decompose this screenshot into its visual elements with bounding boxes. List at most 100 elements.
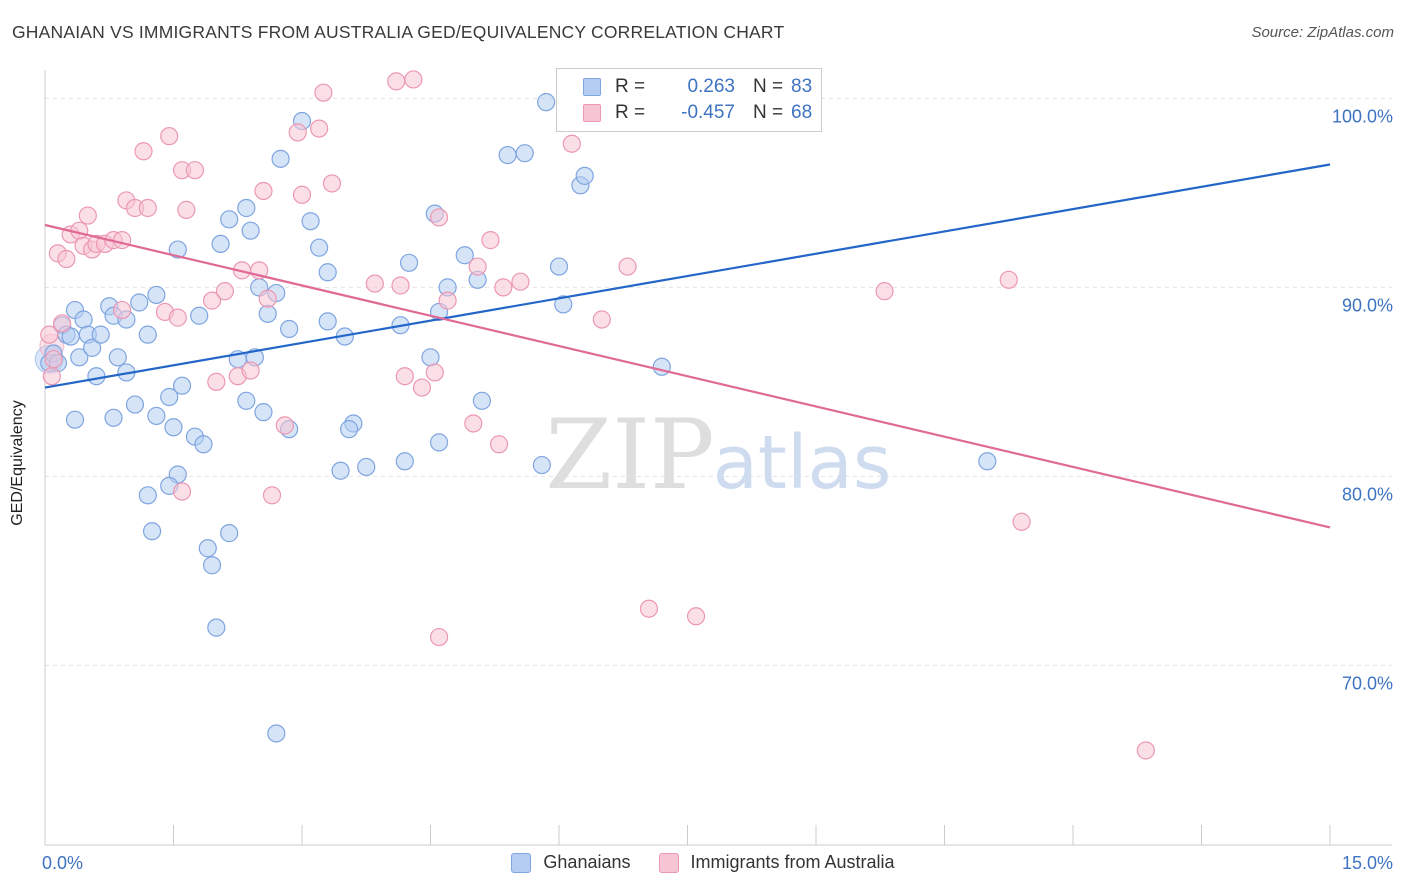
legend-n-value: 68	[791, 102, 813, 123]
ghanaian-point	[652, 357, 671, 376]
ghanaian-point	[172, 376, 192, 395]
ghanaian-point	[138, 325, 157, 344]
ghanaian-point	[267, 724, 286, 743]
australia-point	[511, 272, 530, 291]
ghanaian-point	[104, 408, 123, 427]
ghanaian-point	[130, 293, 149, 312]
ghanaian-point	[190, 306, 209, 325]
tick-labels: 100.0% 90.0% 80.0% 70.0% 0.0% 15.0%	[42, 106, 1393, 873]
australia-point	[168, 308, 187, 327]
australia-point	[494, 278, 513, 297]
australia-point	[322, 174, 342, 193]
ghanaian-point	[455, 246, 474, 265]
australia-point	[53, 314, 72, 333]
ghanaian-point	[280, 319, 299, 339]
australia-point	[468, 257, 487, 276]
ghanaian-point	[168, 240, 187, 259]
legend-swatch-pink	[658, 852, 679, 873]
australia-point	[429, 208, 449, 227]
australia-point	[288, 123, 307, 142]
ghanaian-point	[399, 253, 419, 272]
australia-point	[160, 127, 179, 146]
australia-point	[215, 282, 234, 301]
chart-title: GHANAIAN VS IMMIGRANTS FROM AUSTRALIA GE…	[12, 22, 785, 42]
ghanaian-point	[70, 348, 89, 367]
y-axis-label: GED/Equivalency	[9, 400, 26, 526]
ghanaian-point	[194, 435, 213, 454]
axes	[44, 70, 1392, 846]
legend-r-label: R =	[615, 76, 646, 97]
ghanaian-point	[310, 238, 329, 257]
ghanaian-point	[87, 367, 106, 386]
australia-point	[202, 291, 222, 310]
legend-n-value: 83	[791, 76, 813, 97]
australia-point	[310, 119, 329, 138]
australia-point	[42, 367, 61, 386]
australia-point	[40, 325, 59, 344]
australia-point	[241, 361, 260, 380]
australia-point	[412, 378, 432, 397]
australia-point	[999, 270, 1018, 289]
legend-swatch-blue	[583, 78, 601, 96]
legend-item-ghanaians[interactable]: Ghanaians	[511, 852, 631, 873]
australia-point	[438, 291, 457, 310]
ghanaian-point	[340, 420, 359, 439]
australia-point	[425, 363, 444, 382]
australia-point	[112, 231, 132, 250]
ghanaian-point	[91, 325, 110, 344]
ghanaian-point	[357, 457, 376, 477]
y-tick-label: 100.0%	[1332, 106, 1393, 126]
correlation-legend: R = 0.263 N = 83 R = -0.457 N = 68	[556, 68, 822, 132]
legend-swatch-blue	[511, 852, 532, 873]
australia-point	[639, 599, 659, 618]
australia-point	[314, 83, 333, 102]
legend-n-label: N =	[753, 76, 784, 97]
australia-point	[134, 142, 153, 161]
australia-point	[875, 282, 894, 301]
ghanaian-point	[271, 149, 290, 168]
legend-item-australia[interactable]: Immigrants from Australia	[658, 852, 895, 873]
ghanaian-point	[74, 310, 93, 329]
ghanaian-point	[318, 312, 337, 331]
australia-point	[686, 607, 706, 626]
legend-row-ghanaians: R = 0.263 N = 83	[583, 75, 812, 99]
watermark-atlas: atlas	[713, 420, 892, 506]
x-tick-label: 0.0%	[42, 853, 83, 873]
ghanaian-point	[207, 618, 226, 637]
ghanaian-point	[202, 556, 222, 575]
ghanaian-point	[318, 263, 337, 282]
ghanaian-point	[301, 212, 320, 231]
y-tick-label: 70.0%	[1342, 673, 1393, 693]
legend-label-australia: Immigrants from Australia	[690, 852, 895, 872]
australia-point	[391, 276, 410, 295]
ghanaian-point	[241, 221, 260, 240]
australia-point	[562, 134, 581, 153]
ghanaian-point	[237, 391, 256, 410]
australia-point	[464, 414, 483, 433]
ghanaian-point	[147, 406, 166, 426]
ghanaian-point	[160, 387, 179, 407]
ghanaian-point	[537, 93, 556, 112]
ghanaian-point	[331, 461, 350, 480]
australia-point	[489, 435, 509, 454]
y-tick-label: 90.0%	[1342, 295, 1393, 315]
australia-point	[592, 310, 611, 329]
australia-point	[207, 372, 226, 391]
ghanaian-point	[147, 285, 166, 305]
ghanaian-point	[498, 145, 517, 165]
legend-row-australia: R = -0.457 N = 68	[583, 101, 812, 125]
ghanaian-point	[211, 234, 230, 254]
ghanaian-point	[198, 539, 217, 558]
australia-point	[1136, 741, 1155, 760]
ghanaian-point	[142, 522, 162, 541]
y-tick-label: 80.0%	[1342, 484, 1393, 504]
ghanaian-point	[472, 391, 491, 410]
australia-point	[1012, 512, 1031, 531]
australia-point	[395, 367, 414, 386]
australia-point	[365, 274, 384, 293]
ghanaian-point	[125, 395, 145, 414]
australia-point	[618, 257, 637, 276]
legend-n-label: N =	[753, 102, 784, 123]
australia-point	[138, 198, 157, 218]
ghanaian-point	[532, 455, 551, 475]
